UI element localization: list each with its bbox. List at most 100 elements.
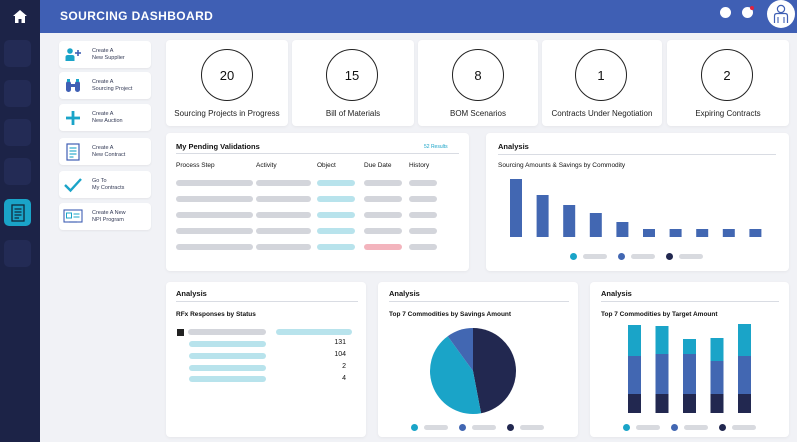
stat-label: Bill of Materials [325,109,381,118]
nav-item-4[interactable] [4,158,31,185]
avatar[interactable] [767,0,795,28]
create-sourcing-project-label: Create A Sourcing Project [92,78,133,92]
validation-cell [364,244,402,250]
savings-pie-chart [430,328,517,414]
status-count: 2 [342,363,346,370]
stat-value: 1 [575,49,627,101]
stat-value: 8 [452,49,504,101]
column-header[interactable]: Due Date [364,162,392,169]
validation-cell [317,228,355,234]
alerts-icon[interactable] [742,7,753,18]
create-supplier-button[interactable]: Create A New Supplier [59,41,151,68]
nav-rail [0,0,40,442]
nav-item-1[interactable] [4,40,31,67]
checkmark-icon [64,177,82,192]
validation-cell [364,196,402,202]
stat-card-expiring-contracts[interactable]: 2 Expiring Contracts [667,40,789,126]
card-title: My Pending Validations [176,142,260,151]
validation-cell [176,212,253,218]
column-header[interactable]: Object [317,162,336,169]
stacked-bar-segment [628,394,641,413]
target-card: Analysis Top 7 Commodities by Target Amo… [590,282,789,437]
stat-card-bill-of-materials[interactable]: 15 Bill of Materials [292,40,414,126]
my-contracts-button[interactable]: Go To My Contracts [59,171,151,198]
stacked-bar-segment [655,354,669,394]
pie-slice [430,336,482,414]
bar [536,195,549,237]
create-auction-label: Create A New Auction [92,110,123,124]
divider [389,301,569,302]
legend-label [631,254,655,259]
validation-cell [364,212,402,218]
divider [601,301,779,302]
legend-swatch [623,424,630,431]
contract-icon [66,142,80,161]
column-header[interactable]: History [409,162,430,169]
chart-subtitle: Sourcing Amounts & Savings by Commodity [498,162,626,169]
stacked-bar-segment [738,324,751,356]
status-count: 131 [334,339,346,346]
bar [643,229,655,237]
legend-label [472,425,496,430]
nav-item-documents[interactable] [4,199,31,226]
create-auction-button[interactable]: Create A New Auction [59,104,151,131]
plus-icon [66,110,80,125]
validation-cell [409,228,437,234]
stacked-bar-segment [683,394,696,413]
status-label [189,376,266,382]
validation-cell [176,196,253,202]
nav-item-5[interactable] [4,240,31,267]
validation-cell [409,244,437,250]
stacked-bar-segment [683,339,696,354]
stat-card-contracts-negotiation[interactable]: 1 Contracts Under Negotiation [542,40,662,126]
legend-swatch [570,253,577,260]
stat-card-sourcing-projects[interactable]: 20 Sourcing Projects in Progress [166,40,288,126]
column-header[interactable]: Activity [256,162,277,169]
bar [616,222,629,237]
status-group-value [276,329,352,335]
home-icon [13,10,27,23]
bar [696,229,709,237]
notifications-icon[interactable] [720,7,731,18]
create-contract-button[interactable]: Create A New Contract [59,138,151,165]
card-title: Analysis [176,289,207,298]
card-title: Analysis [601,289,632,298]
nav-item-3[interactable] [4,119,31,146]
bar [510,179,522,237]
stacked-bar-segment [710,394,724,413]
stacked-bar-segment [710,361,724,394]
create-sourcing-project-button[interactable]: Create A Sourcing Project [59,72,151,99]
legend-swatch [666,253,673,260]
validation-cell [176,244,253,250]
stacked-bar-segment [738,394,751,413]
create-npi-program-label: Create A New NPI Program [92,209,126,223]
validation-cell [364,180,402,186]
stat-value: 15 [326,49,378,101]
page-title: SOURCING DASHBOARD [60,9,214,23]
validation-cell [317,244,355,250]
results-link[interactable]: 52 Results [424,144,448,150]
bar [722,229,735,237]
legend-swatch [719,424,726,431]
chart-subtitle: Top 7 Commodities by Target Amount [601,311,718,318]
stat-value: 20 [201,49,253,101]
status-group-label [188,329,266,335]
validation-cell [256,212,311,218]
stat-label: Contracts Under Negotiation [551,109,653,118]
app-header: SOURCING DASHBOARD [40,0,797,33]
stat-value: 2 [701,49,753,101]
stacked-bar-segment [683,354,696,394]
legend-label [732,425,756,430]
stat-card-bom-scenarios[interactable]: 8 BOM Scenarios [418,40,538,126]
create-npi-program-button[interactable]: Create A New NPI Program [59,203,151,230]
stacked-bar-segment [738,356,751,394]
nav-item-2[interactable] [4,80,31,107]
column-header[interactable]: Process Step [176,162,215,169]
validation-cell [176,180,253,186]
stacked-bar-segment [655,394,669,413]
home-button[interactable] [0,0,40,33]
legend-label [679,254,703,259]
expand-toggle[interactable] [177,329,184,336]
validation-cell [256,180,311,186]
card-title: Analysis [389,289,420,298]
